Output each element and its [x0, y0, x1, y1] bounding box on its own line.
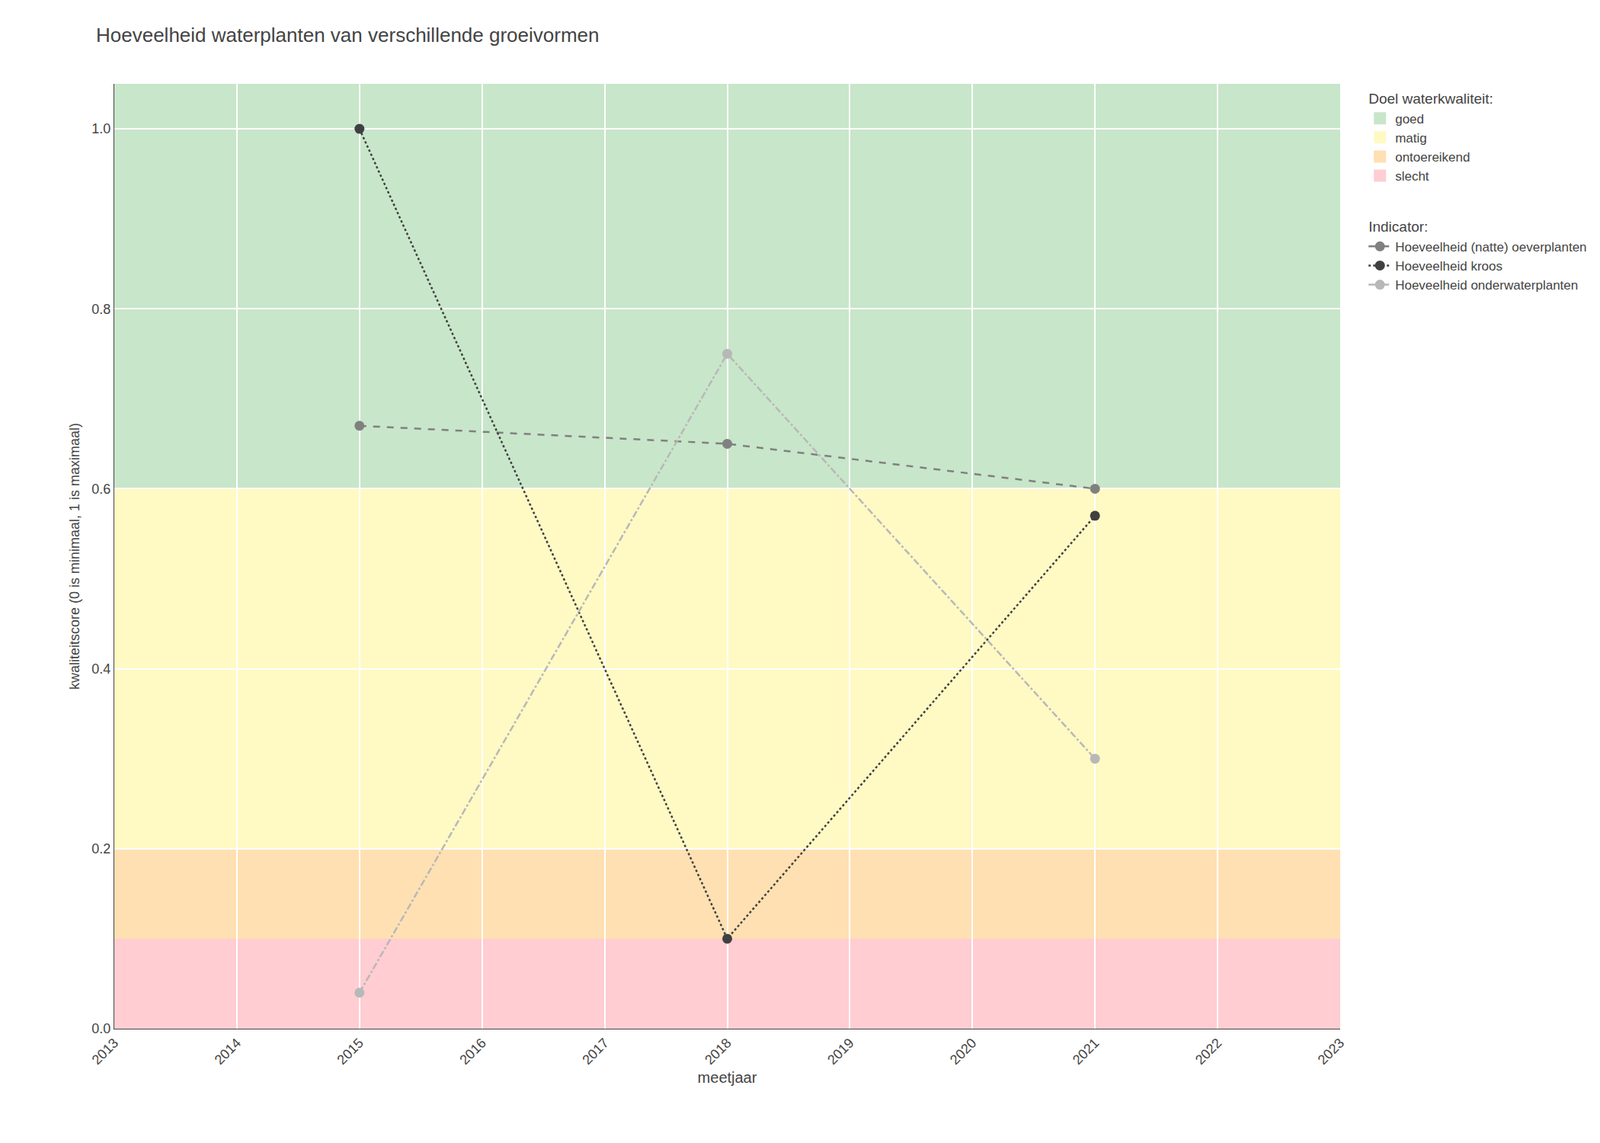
- svg-text:kwaliteitscore (0 is minimaal,: kwaliteitscore (0 is minimaal, 1 is maxi…: [67, 422, 83, 690]
- svg-text:Indicator:: Indicator:: [1368, 218, 1428, 235]
- svg-text:0.0: 0.0: [91, 1020, 111, 1037]
- svg-text:Hoeveelheid waterplanten van v: Hoeveelheid waterplanten van verschillen…: [96, 23, 600, 47]
- svg-text:1.0: 1.0: [91, 121, 111, 137]
- svg-text:meetjaar: meetjaar: [697, 1068, 758, 1086]
- svg-text:Hoeveelheid kroos: Hoeveelheid kroos: [1395, 259, 1503, 274]
- svg-text:2017: 2017: [579, 1035, 612, 1068]
- svg-text:0.6: 0.6: [91, 481, 111, 497]
- svg-text:2022: 2022: [1192, 1035, 1225, 1068]
- svg-text:Hoeveelheid onderwaterplanten: Hoeveelheid onderwaterplanten: [1395, 278, 1578, 293]
- svg-text:2015: 2015: [334, 1035, 367, 1068]
- svg-text:0.8: 0.8: [91, 301, 111, 317]
- svg-text:2023: 2023: [1315, 1035, 1348, 1068]
- svg-text:2020: 2020: [947, 1035, 980, 1068]
- svg-text:2014: 2014: [211, 1035, 244, 1068]
- svg-text:2013: 2013: [89, 1035, 122, 1068]
- svg-text:0.2: 0.2: [91, 841, 111, 857]
- svg-text:Hoeveelheid (natte) oeverplant: Hoeveelheid (natte) oeverplanten: [1395, 240, 1587, 255]
- svg-text:2016: 2016: [456, 1035, 489, 1068]
- svg-text:2019: 2019: [824, 1035, 857, 1068]
- svg-text:2018: 2018: [701, 1035, 734, 1068]
- svg-text:slecht: slecht: [1395, 169, 1430, 184]
- svg-text:goed: goed: [1395, 112, 1424, 127]
- svg-text:0.4: 0.4: [91, 661, 111, 677]
- svg-text:Doel waterkwaliteit:: Doel waterkwaliteit:: [1368, 90, 1494, 107]
- svg-text:matig: matig: [1395, 131, 1428, 146]
- svg-text:2021: 2021: [1069, 1035, 1102, 1068]
- svg-text:ontoereikend: ontoereikend: [1395, 150, 1470, 165]
